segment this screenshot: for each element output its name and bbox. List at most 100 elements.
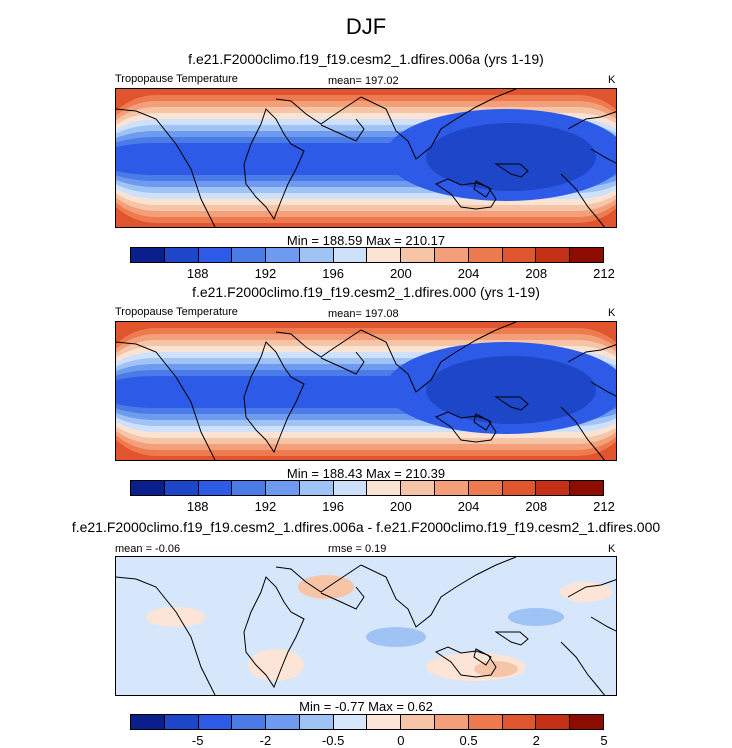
- panel3-title: f.e21.F2000climo.f19_f19.cesm2_1.dfires.…: [71, 519, 661, 535]
- panel1-variable-label: Tropopause Temperature: [115, 73, 238, 85]
- colorbar-swatch: [232, 481, 267, 495]
- panel1-colorbar: [130, 247, 604, 263]
- coastline: [243, 341, 305, 454]
- anomaly-contour: [560, 582, 612, 602]
- coastline: [434, 178, 497, 210]
- colorbar-tick-label: 192: [254, 499, 277, 514]
- panel3-rmse: rmse = 0.19: [328, 543, 387, 555]
- colorbar-swatch: [299, 248, 334, 262]
- panel3-minmax: Min = -0.77 Max = 0.62: [299, 699, 433, 714]
- coastline: [116, 341, 216, 460]
- coastline: [494, 631, 529, 646]
- colorbar-tick-label: 208: [525, 266, 548, 281]
- colorbar-swatch: [232, 715, 267, 729]
- anomaly-contour: [298, 575, 354, 599]
- coastline: [560, 173, 606, 227]
- anomaly-contour: [508, 608, 564, 626]
- coastline: [567, 344, 616, 363]
- panel2-mean: mean= 197.08: [328, 308, 399, 320]
- panel3-colorbar: [130, 714, 604, 730]
- colorbar-swatch: [164, 248, 199, 262]
- colorbar-swatch: [367, 248, 402, 262]
- colorbar-swatch: [570, 715, 603, 729]
- coastline: [560, 641, 606, 695]
- colorbar-swatch: [266, 248, 300, 262]
- colorbar-swatch: [536, 248, 571, 262]
- panel1-minmax: Min = 188.59 Max = 210.17: [286, 233, 446, 248]
- coastline: [590, 616, 616, 632]
- colorbar-tick-label: 188: [186, 266, 209, 281]
- colorbar-tick-label: -5: [191, 733, 204, 748]
- colorbar-swatch: [164, 481, 199, 495]
- colorbar-swatch: [536, 481, 571, 495]
- coastline: [494, 163, 529, 178]
- coastline: [116, 576, 216, 695]
- panel2-colorbar: [130, 480, 604, 496]
- colorbar-swatch: [266, 481, 300, 495]
- anomaly-contour: [366, 627, 426, 647]
- colorbar-swatch: [131, 248, 165, 262]
- colorbar-swatch: [401, 481, 436, 495]
- coastline: [360, 322, 517, 393]
- coastline: [590, 148, 616, 164]
- coastline: [434, 646, 497, 678]
- colorbar-swatch: [468, 248, 503, 262]
- coastline: [567, 111, 616, 130]
- colorbar-swatch: [266, 715, 300, 729]
- colorbar-tick-label: 0: [397, 733, 405, 748]
- colorbar-tick-label: 200: [389, 266, 412, 281]
- coastline: [590, 381, 616, 397]
- colorbar-tick-label: 5: [600, 733, 608, 748]
- colorbar-tick-label: 192: [254, 266, 277, 281]
- coastline: [320, 118, 365, 142]
- coastline: [360, 89, 517, 160]
- coastline: [320, 586, 365, 610]
- coastline: [360, 557, 517, 628]
- colorbar-swatch: [502, 715, 537, 729]
- colorbar-swatch: [502, 481, 537, 495]
- main-title: DJF: [345, 14, 387, 39]
- coastline: [494, 396, 529, 411]
- colorbar-tick-label: 212: [593, 499, 615, 514]
- panel1-units: K: [608, 74, 616, 86]
- colorbar-swatch: [435, 715, 469, 729]
- anomaly-contour: [248, 649, 304, 681]
- colorbar-tick-label: -0.5: [321, 733, 345, 748]
- cold-pool-contour: [426, 356, 596, 424]
- colorbar-swatch: [570, 248, 603, 262]
- colorbar-swatch: [468, 481, 503, 495]
- panel2-map: [115, 321, 617, 461]
- colorbar-tick-label: 2: [532, 733, 540, 748]
- panel2-title: f.e21.F2000climo.f19_f19.cesm2_1.dfires.…: [192, 284, 540, 300]
- panel1-mean: mean= 197.02: [328, 75, 399, 87]
- colorbar-swatch: [435, 248, 469, 262]
- colorbar-tick-label: 200: [389, 499, 412, 514]
- panel2-variable-label: Tropopause Temperature: [115, 306, 238, 318]
- colorbar-swatch: [198, 715, 233, 729]
- coastline: [275, 329, 362, 358]
- colorbar-tick-label: 196: [322, 499, 344, 514]
- colorbar-tick-label: 0.5: [459, 733, 478, 748]
- panel2-units: K: [608, 307, 616, 319]
- panel3-units: K: [608, 543, 616, 555]
- panel3-mean: mean = -0.06: [115, 543, 181, 555]
- colorbar-swatch: [468, 715, 503, 729]
- colorbar-swatch: [333, 481, 368, 495]
- colorbar-swatch: [164, 715, 199, 729]
- colorbar-swatch: [198, 248, 233, 262]
- colorbar-swatch: [367, 481, 402, 495]
- colorbar-tick-label: 204: [457, 266, 480, 281]
- coastline: [434, 411, 497, 443]
- colorbar-swatch: [401, 715, 436, 729]
- colorbar-tick-label: -2: [259, 733, 272, 748]
- cold-pool-contour: [426, 123, 596, 191]
- map-background-band: [116, 557, 616, 695]
- colorbar-tick-label: 188: [186, 499, 209, 514]
- colorbar-swatch: [333, 715, 368, 729]
- panel1-title: f.e21.F2000climo.f19_f19.cesm2_1.dfires.…: [188, 51, 544, 67]
- colorbar-swatch: [367, 715, 402, 729]
- colorbar-tick-label: 208: [525, 499, 548, 514]
- coastline: [567, 579, 616, 598]
- coastline: [243, 108, 305, 221]
- colorbar-swatch: [401, 248, 436, 262]
